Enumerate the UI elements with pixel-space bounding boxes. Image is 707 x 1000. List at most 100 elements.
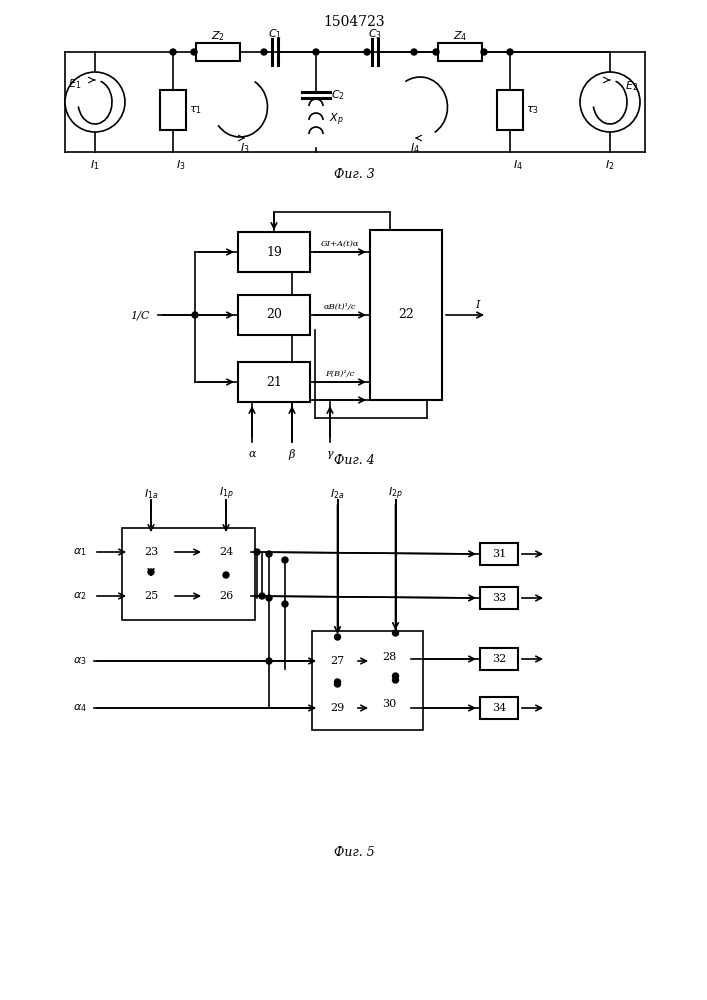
Text: I: I — [475, 300, 479, 310]
Circle shape — [266, 658, 272, 664]
Circle shape — [313, 49, 319, 55]
Circle shape — [392, 673, 399, 679]
Circle shape — [411, 49, 417, 55]
Circle shape — [334, 634, 341, 640]
Text: $C_2$: $C_2$ — [331, 88, 345, 102]
Text: 22: 22 — [398, 308, 414, 322]
Text: $α_1$: $α_1$ — [74, 546, 87, 558]
Text: 20: 20 — [266, 308, 282, 322]
Text: $I_4$: $I_4$ — [410, 141, 420, 155]
Text: 31: 31 — [492, 549, 506, 559]
Circle shape — [364, 49, 370, 55]
Text: $I_1$: $I_1$ — [90, 158, 100, 172]
Text: $C_3$: $C_3$ — [368, 27, 382, 41]
Bar — [238, 232, 310, 272]
Bar — [480, 697, 518, 719]
Bar — [480, 648, 518, 670]
Circle shape — [266, 551, 272, 557]
Text: $I_4$: $I_4$ — [513, 158, 523, 172]
Circle shape — [223, 572, 229, 578]
Circle shape — [65, 72, 125, 132]
Text: 19: 19 — [266, 245, 282, 258]
Text: Фиг. 4: Фиг. 4 — [334, 454, 375, 466]
Text: α: α — [248, 449, 256, 459]
Bar — [372, 639, 407, 675]
Circle shape — [334, 681, 341, 687]
Circle shape — [580, 72, 640, 132]
Text: 33: 33 — [492, 593, 506, 603]
Bar — [238, 295, 310, 335]
Text: $α_2$: $α_2$ — [74, 590, 87, 602]
Bar — [370, 230, 442, 400]
Text: 32: 32 — [492, 654, 506, 664]
Circle shape — [266, 595, 272, 601]
Circle shape — [392, 630, 399, 636]
Text: αB(t)¹/c: αB(t)¹/c — [324, 303, 356, 311]
Text: $I_3$: $I_3$ — [240, 141, 250, 155]
Text: $α_4$: $α_4$ — [73, 702, 87, 714]
Text: 34: 34 — [492, 703, 506, 713]
Text: Фиг. 5: Фиг. 5 — [334, 846, 375, 858]
Text: GI+A(t)α: GI+A(t)α — [321, 240, 359, 248]
Circle shape — [261, 49, 267, 55]
Bar — [438, 43, 482, 61]
Text: $X_p$: $X_p$ — [329, 112, 344, 128]
Bar — [122, 528, 255, 620]
Bar — [480, 587, 518, 609]
Circle shape — [191, 49, 197, 55]
Circle shape — [334, 679, 341, 685]
Bar — [130, 580, 172, 612]
Text: Фиг. 3: Фиг. 3 — [334, 168, 375, 182]
Text: $I_{2a}$: $I_{2a}$ — [330, 487, 345, 501]
Text: $I_2$: $I_2$ — [605, 158, 614, 172]
Bar — [205, 580, 247, 612]
Text: 30: 30 — [382, 699, 397, 709]
Text: $E_2$: $E_2$ — [626, 79, 638, 93]
Circle shape — [192, 312, 198, 318]
Text: 29: 29 — [330, 703, 344, 713]
Bar — [238, 362, 310, 402]
Bar — [160, 90, 186, 130]
Circle shape — [148, 569, 154, 575]
Bar — [320, 647, 355, 675]
Text: 24: 24 — [219, 547, 233, 557]
Text: $Z_4$: $Z_4$ — [452, 29, 467, 43]
Circle shape — [433, 49, 439, 55]
Text: 21: 21 — [266, 375, 282, 388]
Circle shape — [282, 557, 288, 563]
Circle shape — [282, 601, 288, 607]
Circle shape — [507, 49, 513, 55]
Bar — [205, 536, 247, 568]
Text: 1504723: 1504723 — [323, 15, 385, 29]
Text: γ: γ — [327, 449, 333, 459]
Text: 25: 25 — [144, 591, 158, 601]
Text: $\tau_3$: $\tau_3$ — [525, 104, 539, 116]
Bar — [372, 686, 407, 722]
Circle shape — [392, 677, 399, 683]
Bar — [497, 90, 523, 130]
Text: F(B)¹/c: F(B)¹/c — [325, 370, 355, 378]
Text: $Z_2$: $Z_2$ — [211, 29, 225, 43]
Text: 23: 23 — [144, 547, 158, 557]
Text: $I_{1a}$: $I_{1a}$ — [144, 487, 158, 501]
Text: 1/C: 1/C — [130, 310, 150, 320]
Text: $E_1$: $E_1$ — [69, 77, 81, 91]
Circle shape — [170, 49, 176, 55]
Bar — [130, 536, 172, 568]
Text: $I_{1p}$: $I_{1p}$ — [218, 486, 233, 502]
Bar — [480, 543, 518, 565]
Circle shape — [481, 49, 487, 55]
Text: 26: 26 — [219, 591, 233, 601]
Text: $I_{2p}$: $I_{2p}$ — [388, 486, 403, 502]
Circle shape — [254, 549, 260, 555]
Circle shape — [259, 593, 265, 599]
Bar — [320, 694, 355, 722]
Bar — [196, 43, 240, 61]
Text: 27: 27 — [330, 656, 344, 666]
Text: β: β — [289, 448, 296, 460]
Text: $α_3$: $α_3$ — [74, 655, 87, 667]
Text: $\tau_1$: $\tau_1$ — [189, 104, 201, 116]
Text: $I_3$: $I_3$ — [176, 158, 186, 172]
Bar — [312, 631, 423, 730]
Text: 28: 28 — [382, 652, 397, 662]
